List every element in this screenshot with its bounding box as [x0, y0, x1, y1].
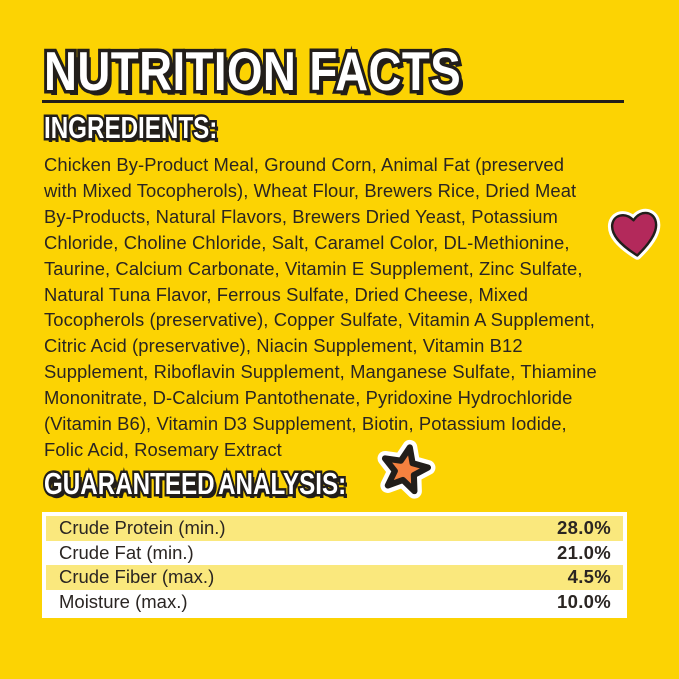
analysis-label: Moisture (max.)	[59, 590, 188, 612]
table-row: Crude Fiber (max.) 4.5%	[46, 565, 623, 590]
guaranteed-analysis-table: Crude Protein (min.) 28.0% Crude Fat (min.…	[42, 512, 627, 618]
star-icon	[377, 439, 436, 499]
analysis-value: 28.0%	[557, 517, 611, 539]
table-row: Crude Fat (min.) 21.0%	[46, 540, 623, 565]
guaranteed-analysis-heading: GUARANTEED ANALYSIS:	[44, 468, 346, 499]
ingredients-text: Chicken By-Product Meal, Ground Corn, An…	[44, 154, 597, 460]
table-row: Crude Protein (min.) 28.0%	[46, 516, 623, 541]
analysis-label: Crude Protein (min.)	[59, 517, 226, 539]
analysis-label: Crude Fat (min.)	[59, 541, 194, 563]
page-title: NUTRITION FACTS	[44, 44, 461, 100]
analysis-label: Crude Fiber (max.)	[59, 566, 215, 588]
heart-icon	[607, 208, 661, 260]
analysis-value: 4.5%	[567, 566, 611, 588]
ingredients-heading: INGREDIENTS:	[44, 112, 217, 143]
analysis-value: 21.0%	[557, 541, 611, 563]
analysis-value: 10.0%	[557, 590, 611, 612]
table-row: Moisture (max.) 10.0%	[46, 589, 623, 614]
title-divider	[42, 100, 624, 103]
